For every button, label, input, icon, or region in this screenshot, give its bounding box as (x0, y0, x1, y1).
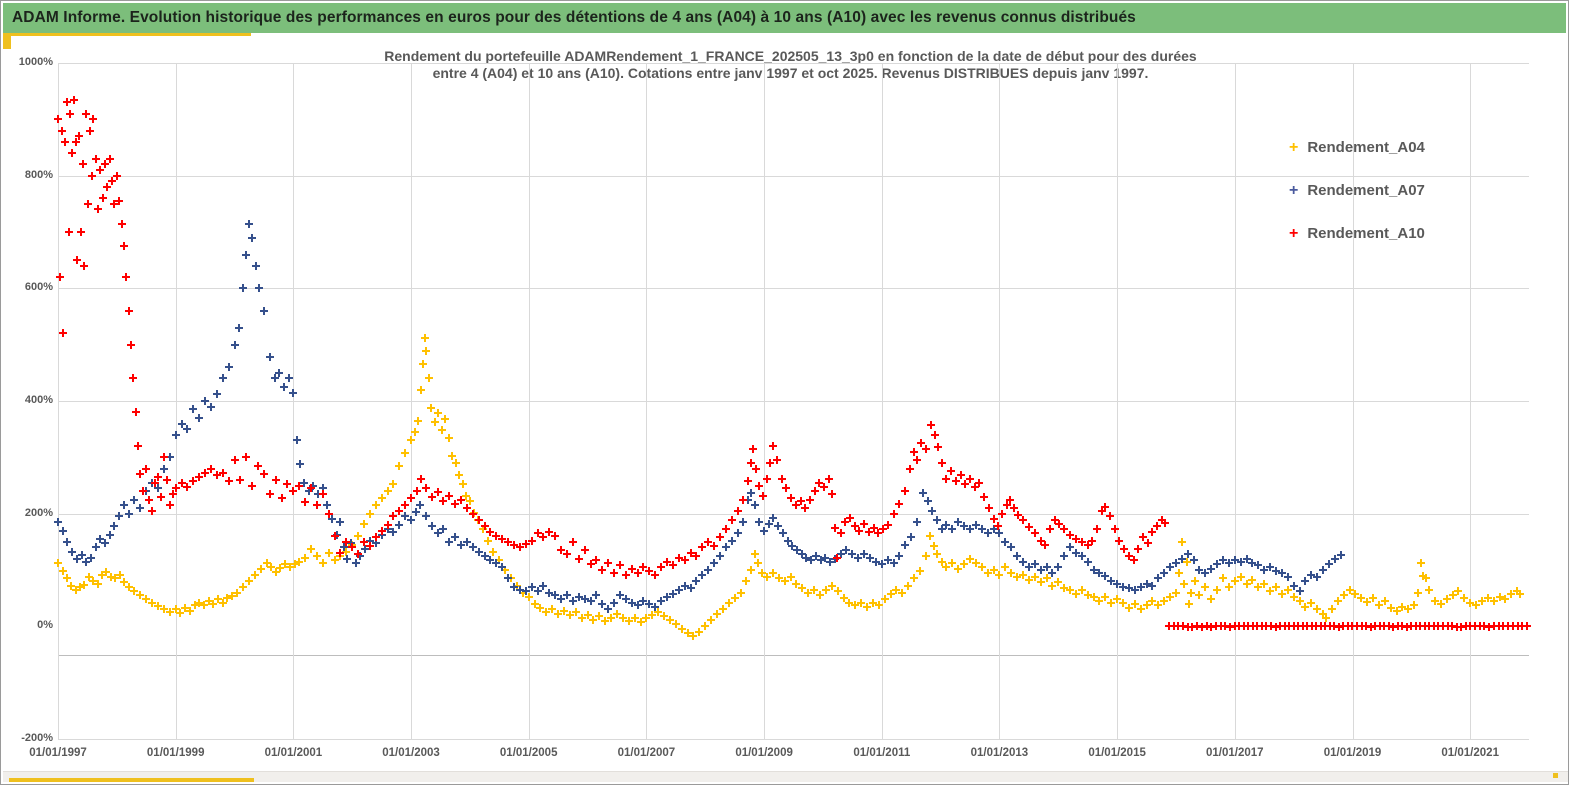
legend-label: Rendement_A10 (1307, 225, 1425, 242)
legend-item-a07[interactable]: + Rendement_A07 (1289, 182, 1425, 199)
gridline-v (999, 63, 1001, 739)
category-axis-line (58, 654, 1529, 656)
horizontal-scrollbar-thumb[interactable] (9, 778, 254, 782)
chart-title-line2: entre 4 (A04) et 10 ans (A10). Cotations… (432, 65, 1149, 81)
plus-marker-icon: + (1289, 181, 1299, 199)
gridline-v (646, 63, 648, 739)
chart-title-line1: Rendement du portefeuille ADAMRendement_… (384, 48, 1197, 64)
plus-marker-icon: + (1289, 224, 1299, 242)
gridline-v (881, 63, 883, 739)
report-header-bar: ADAM Informe. Evolution historique des p… (3, 3, 1566, 33)
gridline-h (58, 513, 1529, 515)
legend-label: Rendement_A07 (1307, 182, 1425, 199)
gridline-h (58, 739, 1529, 740)
y-tick-label: 200% (24, 506, 53, 519)
report-title: ADAM Informe. Evolution historique des p… (12, 9, 1136, 26)
gridline-v (58, 63, 59, 739)
y-tick-label: -200% (21, 732, 53, 744)
series-Rendement_A07 (54, 220, 1345, 613)
gridline-v (1470, 63, 1472, 739)
legend-item-a10[interactable]: + Rendement_A10 (1289, 225, 1425, 242)
gridline-h (58, 288, 1529, 290)
y-tick-label: 600% (24, 281, 53, 294)
y-tick-label: 1000% (18, 56, 53, 68)
header-accent-underline (3, 33, 251, 36)
y-tick-label: 400% (24, 394, 53, 406)
gridline-h (58, 401, 1529, 402)
x-tick-label: 01/01/2009 (735, 747, 793, 759)
x-tick-label: 01/01/2017 (1206, 747, 1264, 759)
gridline-v (528, 63, 530, 739)
x-tick-label: 01/01/2013 (970, 747, 1029, 759)
x-tick-label: 01/01/2021 (1441, 747, 1499, 759)
x-tick-label: 01/01/1999 (146, 747, 205, 759)
x-tick-label: 01/01/2019 (1323, 747, 1382, 759)
x-tick-label: 01/01/2015 (1088, 747, 1146, 759)
y-tick-label: 800% (24, 168, 53, 181)
legend-label: Rendement_A04 (1307, 139, 1425, 156)
gridline-v (1117, 63, 1119, 739)
x-tick-label: 01/01/2003 (382, 747, 440, 759)
plus-marker-icon: + (1289, 138, 1299, 156)
gridline-h (58, 175, 1529, 177)
horizontal-scrollbar-track[interactable] (3, 771, 1568, 782)
x-tick-label: 01/01/2011 (853, 747, 911, 759)
header-accent-corner (3, 33, 11, 49)
x-tick-label: 01/01/2001 (264, 747, 323, 759)
gridline-h (58, 63, 1529, 64)
series-Rendement_A04 (54, 334, 1524, 640)
gridline-v (293, 63, 295, 739)
gridline-v (1352, 63, 1354, 739)
scrollbar-right-nub (1553, 773, 1558, 778)
x-tick-label: 01/01/2007 (617, 747, 676, 759)
x-tick-label: 01/01/2005 (499, 747, 558, 759)
series-Rendement_A10 (54, 96, 1531, 631)
chart-title: Rendement du portefeuille ADAMRendement_… (263, 48, 1318, 82)
gridline-v (1234, 63, 1236, 739)
y-tick-label: 0% (37, 619, 53, 632)
x-tick-label: 01/01/1997 (29, 747, 87, 759)
gridline-v (411, 63, 412, 739)
gridline-v (764, 63, 766, 739)
gridline-v (175, 63, 177, 739)
legend-item-a04[interactable]: + Rendement_A04 (1289, 139, 1425, 156)
